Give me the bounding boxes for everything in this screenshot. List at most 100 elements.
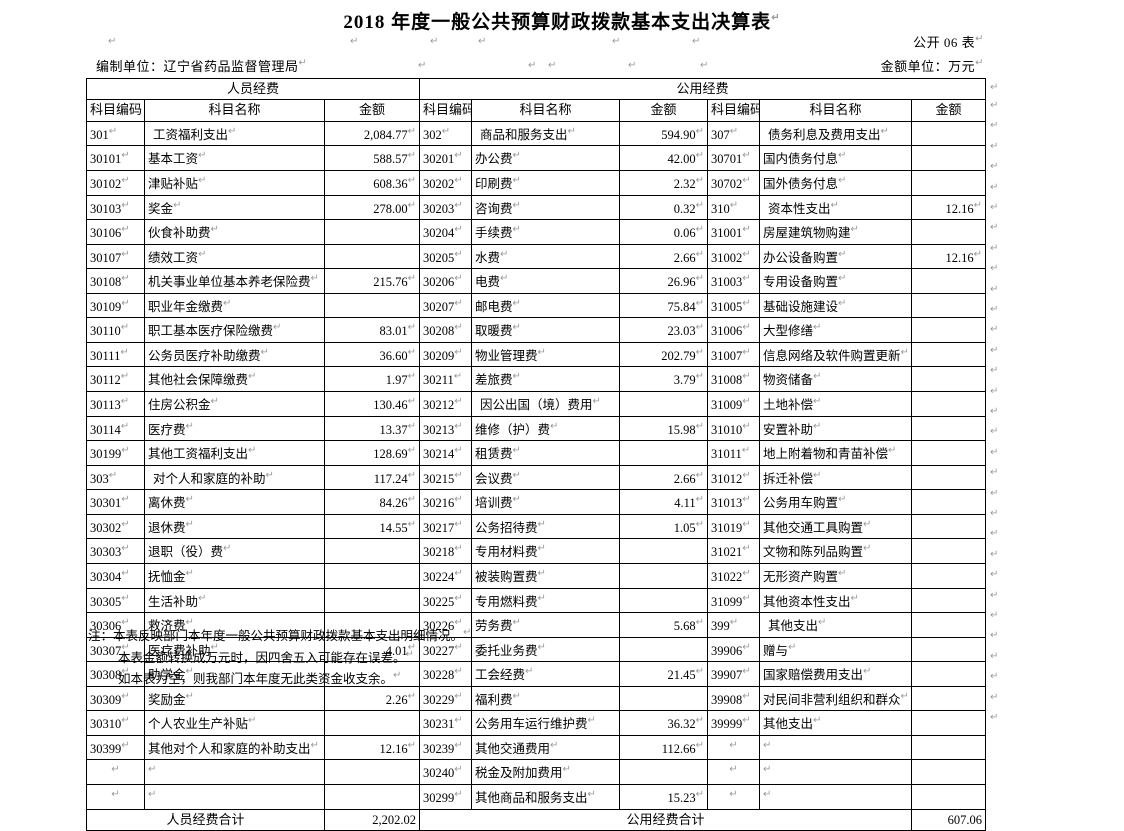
table-row: 30199↵ 其他工资福利支出↵ 128.69↵ 30214↵ 租赁费↵ 31011↵ 地上… [86,440,987,466]
cell-code-publicb-17: 31021↵ [707,538,760,564]
cell-amount-personnel-8: 83.01↵ [324,317,420,343]
cell-name-personnel-2: 津贴补贴↵ [144,169,325,196]
pilcrow-mark: ↵ [695,248,704,260]
pilcrow-mark: ↵ [407,199,416,211]
pilcrow-mark: ↵ [454,445,463,457]
cell-name-publicb-7: 基础设施建设↵ [759,292,912,319]
pilcrow-mark: ↵ [550,420,559,432]
totals-row: 人员经费合计 2,202.02 公用经费合计 607.06 [86,808,987,831]
cell-name-publica-22: 工会经费↵ [471,661,620,687]
cell-amount-publica-2: 2.32↵ [619,169,708,196]
cell-name-personnel-4: 伙食补助费↵ [144,219,325,245]
table-row: 30102↵ 津贴补贴↵ 608.36↵ 30202↵ 印刷费↵ 2.32↵ 30702↵ 国… [86,169,987,196]
pilcrow-mark: ↵ [121,174,130,186]
pilcrow-mark: ↵ [742,641,751,653]
cell-name-personnel-12: 医疗费↵ [144,415,325,442]
pilcrow-mark: ↵ [695,494,704,506]
pilcrow-mark: ↵ [818,617,827,629]
cell-code-personnel-4: 30106↵ [86,219,145,245]
cell-amount-publica-3: 0.32↵ [619,194,708,221]
pilcrow-mark: ↵ [454,346,463,358]
pilcrow-mark: ↵ [121,567,130,579]
cell-amount-personnel-7 [324,292,420,319]
cell-code-personnel-20: 30306↵ [86,612,145,638]
marker-row-top: ↵ ↵ ↵ ↵ ↵ ↵ [0,34,1124,51]
pilcrow-mark: ↵ [512,469,521,481]
cell-code-publicb-7: 31005↵ [707,292,760,319]
pilcrow-mark: ↵ [223,297,232,309]
cell-amount-publicb-14 [910,464,987,491]
pilcrow-mark: ↵ [185,420,194,432]
pilcrow-mark: ↵ [121,445,130,457]
pilcrow-mark: ↵ [108,469,118,481]
pilcrow-mark: ↵ [121,150,130,162]
pilcrow-mark: ↵ [407,518,416,530]
cell-code-publicb-19: 31099↵ [707,587,760,614]
cell-name-publica-25: 其他交通费用↵ [471,734,620,761]
cell-amount-publica-25: 112.66↵ [619,734,708,761]
cell-code-publica-17: 30218↵ [419,538,472,564]
cell-name-publicb-22: 国家赔偿费用支出↵ [759,661,912,687]
cell-name-personnel-26: ↵ [144,759,325,785]
col-header-amount-2: 金额 [619,99,708,122]
cell-amount-publicb-6 [910,268,987,294]
cell-code-publicb-24: 39999↵ [707,710,760,736]
pilcrow-mark: ↵ [441,125,451,137]
pilcrow-mark: ↵ [900,690,909,702]
pilcrow-mark: ↵ [120,396,130,407]
cell-amount-publicb-26 [910,759,987,785]
pilcrow-mark: ↵ [407,420,416,432]
pilcrow-mark: ↵ [185,494,194,506]
cell-amount-publicb-15 [910,489,987,515]
cell-name-publica-7: 邮电费↵ [471,292,620,319]
cell-code-personnel-12: 30114↵ [86,415,145,442]
cell-name-publicb-5: 办公设备购置↵ [759,243,912,270]
table-row: 30108↵ 机关事业单位基本养老保险费↵ 215.76↵ 30206↵ 电费↵ 26.9… [86,268,987,294]
cell-name-personnel-15: 离休费↵ [144,489,325,515]
cell-code-publicb-20: 399↵ [707,612,760,638]
pilcrow-mark: ↵ [537,567,546,579]
pilcrow-mark: ↵ [407,273,416,285]
pilcrow-mark: ↵ [813,371,822,383]
cell-code-publicb-5: 31002↵ [707,243,760,270]
cell-code-publicb-9: 31007↵ [707,341,760,368]
cell-code-publicb-1: 30701↵ [707,145,760,171]
cell-name-publica-1: 办公费↵ [471,145,620,171]
pilcrow-mark: ↵ [430,36,439,47]
cell-name-publica-20: 劳务费↵ [471,612,620,638]
cell-code-publicb-0: 307↵ [707,120,760,147]
cell-code-publica-21: 30227↵ [419,636,472,663]
cell-name-publica-13: 租赁费↵ [471,440,620,466]
cell-amount-publica-21 [619,636,708,663]
table-row: 30304↵ 抚恤金↵ 30224↵ 被装购置费↵ 31022↵ 无形资产购置↵ [86,562,987,589]
cell-name-publica-12: 维修（护）费↵ [471,415,620,442]
cell-amount-publica-0: 594.90↵ [619,120,708,147]
pilcrow-mark: ↵ [880,125,889,137]
pilcrow-mark: ↵ [454,420,463,432]
cell-amount-personnel-9: 36.60↵ [324,341,420,368]
cell-code-publica-0: 302↵ [419,120,472,147]
pilcrow-mark: ↵ [692,36,701,47]
cell-amount-personnel-13: 128.69↵ [324,440,420,466]
pilcrow-mark: ↵ [562,764,571,776]
pilcrow-mark: ↵ [454,273,463,285]
public-total-label: 公用经费合计 [419,808,912,831]
cell-code-personnel-27: ↵ [86,784,145,810]
pilcrow-mark: ↵ [612,36,621,47]
form-number: 公开 06 表↵ [913,33,984,50]
col-header-code-3: 科目编码 [707,99,760,122]
pilcrow-mark: ↵ [838,494,847,506]
cell-name-publicb-26: ↵ [759,759,912,785]
pilcrow-mark: ↵ [454,396,463,407]
table-body: 301↵ 工资福利支出↵ 2,084.77↵ 302↵ 商品和服务支出↵ 594.90↵ 3… [86,120,987,810]
cell-name-personnel-8: 职工基本医疗保险缴费↵ [144,317,325,343]
cell-name-publicb-0: 债务利息及费用支出↵ [759,120,912,147]
cell-amount-publicb-12 [910,415,987,442]
pilcrow-mark: ↵ [121,617,130,629]
cell-amount-publica-11 [619,391,708,417]
pilcrow-mark: ↵ [454,518,463,530]
cell-code-publicb-22: 39907↵ [707,661,760,687]
pilcrow-mark: ↵ [185,690,194,702]
cell-amount-publicb-17 [910,538,987,564]
pilcrow-mark: ↵ [742,690,751,702]
